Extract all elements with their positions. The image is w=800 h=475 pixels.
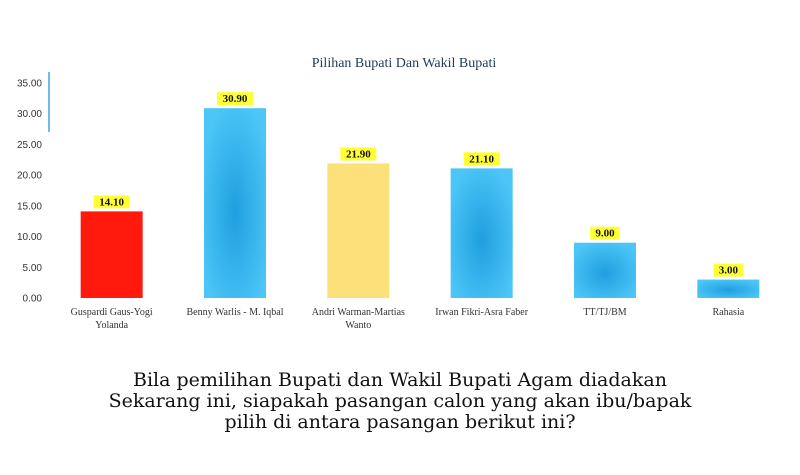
data-label-highlight [340, 147, 377, 161]
data-label-highlight [217, 92, 253, 106]
chart-title: Pilihan Bupati Dan Wakil Bupati [312, 56, 497, 71]
question-line-1: Bila pemilihan Bupati dan Wakil Bupati A… [133, 369, 667, 391]
bar [450, 168, 513, 298]
survey-question: Bila pemilihan Bupati dan Wakil Bupati A… [60, 370, 740, 433]
question-line-3: pilih di antara pasangan berikut ini? [224, 411, 576, 433]
bars-group [80, 108, 760, 298]
bar [327, 163, 390, 298]
y-tick-label: 0.00 [23, 294, 43, 305]
category-label: Wanto [345, 320, 371, 331]
category-label: Benny Warlis - M. Iqbal [186, 307, 283, 318]
y-tick-label: 35.00 [17, 79, 42, 90]
question-line-2: Sekarang ini, siapakah pasangan calon ya… [108, 390, 692, 412]
y-tick-label: 25.00 [17, 140, 42, 151]
category-label: Rahasia [713, 307, 745, 318]
bar [80, 211, 143, 298]
bar [697, 279, 760, 298]
data-label-highlight [713, 263, 744, 277]
y-tick-label: 15.00 [17, 201, 42, 212]
y-tick-label: 5.00 [23, 263, 43, 274]
y-tick-label: 10.00 [17, 232, 42, 243]
data-label-highlight [590, 226, 620, 240]
y-tick-label: 30.00 [17, 109, 42, 120]
category-label: TT/TJ/BM [583, 307, 626, 318]
data-label-highlight [463, 152, 500, 166]
data-label: 30.90 [223, 93, 248, 105]
bar [574, 242, 636, 298]
bar [204, 108, 266, 298]
bar-chart: Pilihan Bupati Dan Wakil Bupati 0.00 5.00… [17, 56, 760, 331]
category-labels-group: Guspardi Gaus-Yogi Yolanda Benny Warlis - … [71, 307, 745, 331]
data-label-highlight [93, 195, 130, 209]
y-tick-label: 20.00 [17, 171, 42, 182]
data-label: 3.00 [719, 265, 739, 277]
category-label: Andri Warman-Martias [312, 307, 405, 318]
data-label: 21.90 [346, 148, 371, 160]
category-label: Irwan Fikri-Asra Faber [435, 307, 528, 318]
data-label: 9.00 [595, 228, 615, 240]
category-label: Guspardi Gaus-Yogi [71, 307, 153, 318]
data-labels-group: 14.10 30.90 21.90 21.10 9.00 3.00 [93, 92, 744, 277]
data-label: 21.10 [469, 153, 494, 165]
y-axis: 0.00 5.00 10.00 15.00 20.00 25.00 30.00 35.00 [17, 79, 42, 305]
category-label: Yolanda [95, 320, 128, 331]
data-label: 14.10 [99, 196, 124, 208]
